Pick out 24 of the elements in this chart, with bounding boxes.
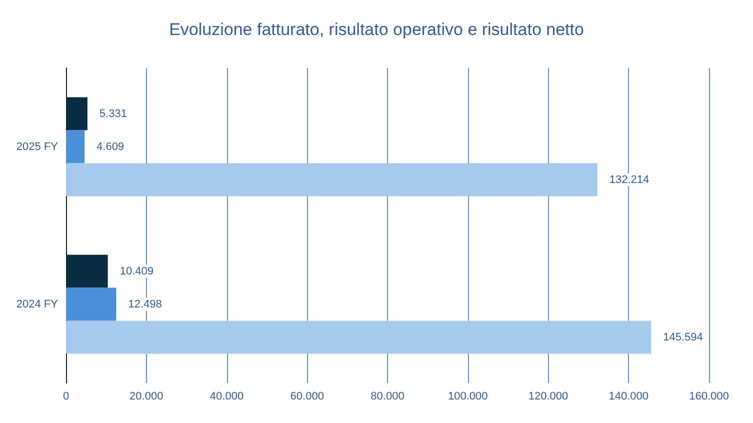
bar [66, 130, 85, 164]
y-tick-label: 2024 FY [16, 298, 59, 310]
x-tick-label: 140.000 [608, 390, 649, 402]
x-tick-label: 160.000 [689, 390, 729, 402]
data-label: 10.409 [120, 265, 154, 278]
bar [66, 254, 108, 288]
x-tick-label: 40.000 [210, 390, 244, 402]
bar [66, 288, 116, 321]
data-label: 5.331 [99, 108, 127, 120]
x-tick-label: 120.000 [528, 390, 568, 402]
x-tick-label: 80.000 [370, 390, 404, 402]
chart-title: Evoluzione fatturato, risultato operativo e risultato netto [169, 20, 584, 39]
x-tick-label: 60.000 [290, 390, 324, 402]
data-label: 4.609 [96, 140, 124, 153]
data-label: 12.498 [128, 298, 162, 310]
data-label: 145.594 [663, 331, 703, 344]
bar [66, 97, 88, 130]
bar [66, 320, 652, 354]
data-label: 132.214 [609, 174, 650, 186]
y-tick-label: 2025 FY [16, 140, 59, 153]
x-tick-label: 20.000 [130, 390, 164, 402]
bar [66, 163, 598, 196]
x-tick-label: 0 [62, 390, 70, 402]
x-tick-label: 100.000 [448, 390, 488, 402]
